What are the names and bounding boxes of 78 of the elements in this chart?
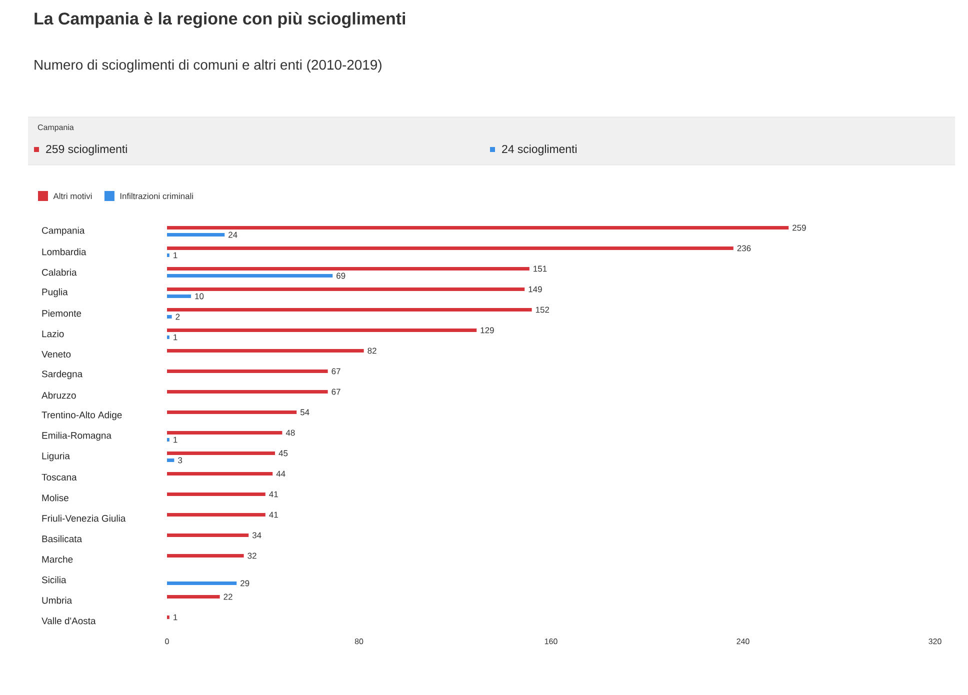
bar [167, 452, 276, 456]
data-label: 45 [278, 450, 288, 456]
data-label: 259 [792, 224, 806, 231]
data-label: 22 [224, 594, 232, 600]
data-label: 129 [480, 327, 494, 334]
text: 24 scioglimenti [502, 144, 576, 156]
data-label: 236 [737, 245, 751, 252]
y-tick-label: Friuli-Venezia Giulia [42, 514, 126, 522]
data-label: 82 [368, 348, 376, 354]
legend-label: Altri motivi [53, 192, 92, 200]
data-label: 10 [195, 293, 204, 300]
bar [167, 458, 174, 462]
data-label: 67 [332, 368, 340, 374]
y-tick-label: Liguria [42, 452, 70, 462]
data-label: 41 [269, 491, 278, 498]
chart-subtitle: Numero di scioglimenti di comuni e altri enti (2010-2019) [34, 59, 382, 72]
data-label: 41 [269, 512, 278, 518]
data-label: 1 [174, 334, 178, 340]
y-tick-label: Emilia-Romagna [42, 432, 112, 441]
bar [167, 554, 244, 558]
data-label: 1 [174, 252, 178, 258]
bar [167, 370, 328, 374]
data-label: 152 [536, 306, 550, 313]
bar [167, 308, 532, 312]
bar [167, 410, 297, 414]
data-label: 151 [534, 266, 547, 272]
y-tick-label: Sicilia [42, 576, 66, 584]
data-label: 149 [528, 286, 542, 292]
bar [167, 492, 266, 496]
data-label: 48 [286, 430, 295, 436]
y-tick-label: Calabria [42, 268, 77, 276]
bar [167, 233, 225, 237]
data-label: 34 [252, 532, 262, 538]
bar [167, 431, 282, 435]
y-tick-label: Lazio [42, 330, 64, 338]
y-tick-label: Campania [42, 226, 85, 236]
data-label: 29 [240, 580, 250, 586]
bar [167, 582, 237, 586]
chart-title: La Campania è la regione con più scioglimenti [34, 12, 406, 28]
y-tick-label: Abruzzo [42, 392, 76, 399]
data-label: 2 [176, 314, 180, 320]
y-tick-label: Marche [42, 556, 73, 563]
bar [167, 267, 530, 271]
bar [167, 315, 172, 319]
data-label: 3 [178, 457, 182, 464]
data-label: 1 [174, 614, 178, 620]
y-tick-label: Puglia [42, 288, 68, 298]
text: 259 scioglimenti [46, 144, 127, 156]
legend-label: Infiltrazioni criminali [120, 192, 193, 200]
data-label: 44 [276, 470, 286, 477]
data-label: 69 [336, 272, 346, 279]
bar [167, 288, 525, 292]
data-label: 67 [332, 388, 340, 395]
bar [167, 513, 266, 517]
data-label: 32 [248, 552, 256, 559]
bar [167, 246, 734, 250]
y-tick-label: Piemonte [42, 310, 82, 317]
data-label: 24 [228, 232, 238, 238]
y-tick-label: Veneto [42, 350, 71, 358]
y-tick-label: Toscana [42, 474, 77, 481]
bar [167, 472, 273, 476]
data-label: 54 [300, 409, 310, 416]
bar [167, 534, 249, 538]
bar [167, 349, 364, 353]
bar [167, 294, 192, 298]
y-tick-label: Lombardia [42, 248, 86, 256]
bar [167, 328, 477, 332]
y-tick-label: Valle d'Aosta [42, 617, 96, 624]
y-tick-label: Molise [42, 494, 68, 502]
y-tick-label: Sardegna [42, 370, 83, 380]
bar [167, 390, 328, 394]
data-label: 1 [174, 436, 178, 443]
y-tick-label: Basilicata [42, 535, 82, 542]
bar [167, 595, 220, 599]
y-tick-label: Umbria [42, 596, 72, 604]
bar [167, 226, 789, 230]
bar [167, 274, 333, 278]
y-tick-label: Trentino-Alto Adige [42, 411, 122, 420]
